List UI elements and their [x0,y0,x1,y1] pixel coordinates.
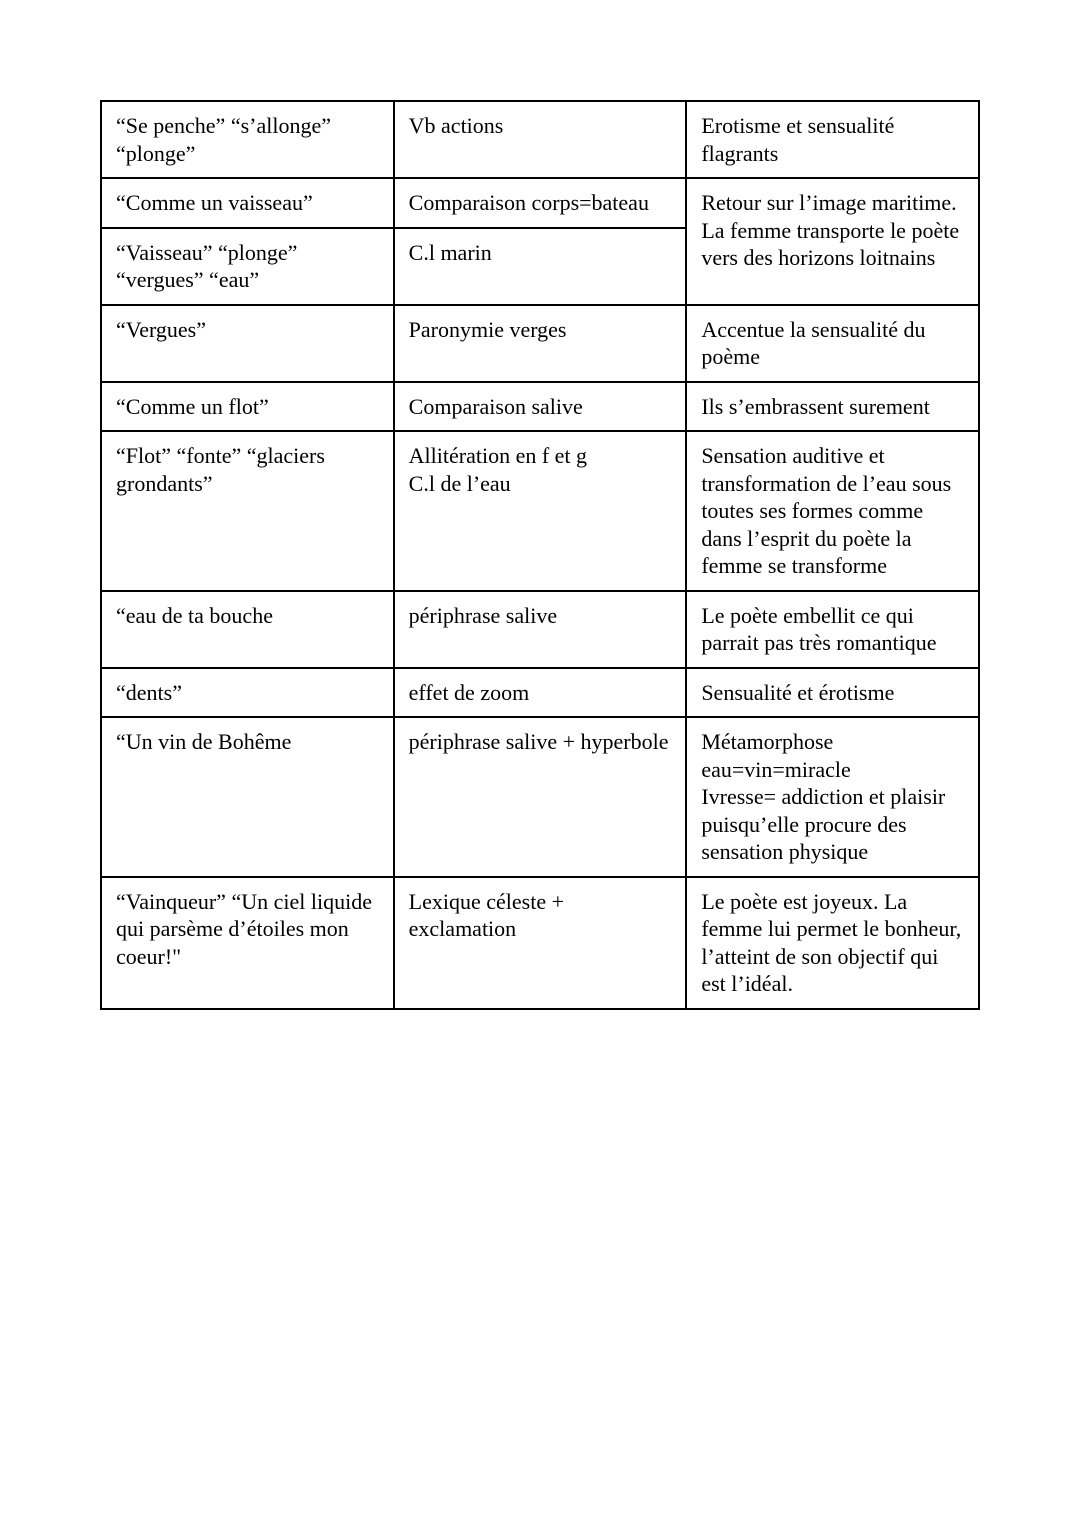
table-row: “Comme un flot” Comparaison salive Ils s… [101,382,979,432]
table-row: “Se penche” “s’allonge” “plonge” Vb acti… [101,101,979,178]
citation-cell: “Se penche” “s’allonge” “plonge” [101,101,394,178]
device-cell: effet de zoom [394,668,687,718]
table-row: “Comme un vaisseau” Comparaison corps=ba… [101,178,979,228]
effect-cell: Sensation auditive et transformation de … [686,431,979,591]
device-cell: Vb actions [394,101,687,178]
device-cell: Paronymie verges [394,305,687,382]
table-row: “Flot” “fonte” “glaciers grondants” Alli… [101,431,979,591]
device-cell: Comparaison corps=bateau [394,178,687,228]
table-row: “Vainqueur” “Un ciel liquide qui parsème… [101,877,979,1009]
citation-cell: “Comme un flot” [101,382,394,432]
table-row: “Un vin de Bohême périphrase salive + hy… [101,717,979,877]
device-cell: Allitération en f et gC.l de l’eau [394,431,687,591]
device-cell: C.l marin [394,228,687,305]
table-row: “dents” effet de zoom Sensualité et érot… [101,668,979,718]
effect-cell: Accentue la sensualité du poème [686,305,979,382]
effect-cell: Retour sur l’image maritime. La femme tr… [686,178,979,305]
citation-cell: “eau de ta bouche [101,591,394,668]
device-cell: Lexique céleste + exclamation [394,877,687,1009]
effect-cell: Métamorphose eau=vin=miracleIvresse= add… [686,717,979,877]
device-cell: Comparaison salive [394,382,687,432]
literary-analysis-table: “Se penche” “s’allonge” “plonge” Vb acti… [100,100,980,1010]
citation-cell: “dents” [101,668,394,718]
citation-cell: “Comme un vaisseau” [101,178,394,228]
effect-cell: Ils s’embrassent surement [686,382,979,432]
citation-cell: “Un vin de Bohême [101,717,394,877]
citation-cell: “Flot” “fonte” “glaciers grondants” [101,431,394,591]
table-row: “eau de ta bouche périphrase salive Le p… [101,591,979,668]
citation-cell: “Vainqueur” “Un ciel liquide qui parsème… [101,877,394,1009]
effect-cell: Le poète est joyeux. La femme lui permet… [686,877,979,1009]
device-cell: périphrase salive [394,591,687,668]
device-cell: périphrase salive + hyperbole [394,717,687,877]
citation-cell: “Vaisseau” “plonge” “vergues” “eau” [101,228,394,305]
table-row: “Vergues” Paronymie verges Accentue la s… [101,305,979,382]
citation-cell: “Vergues” [101,305,394,382]
effect-cell: Sensualité et érotisme [686,668,979,718]
effect-cell: Le poète embellit ce qui parrait pas trè… [686,591,979,668]
effect-cell: Erotisme et sensualité flagrants [686,101,979,178]
